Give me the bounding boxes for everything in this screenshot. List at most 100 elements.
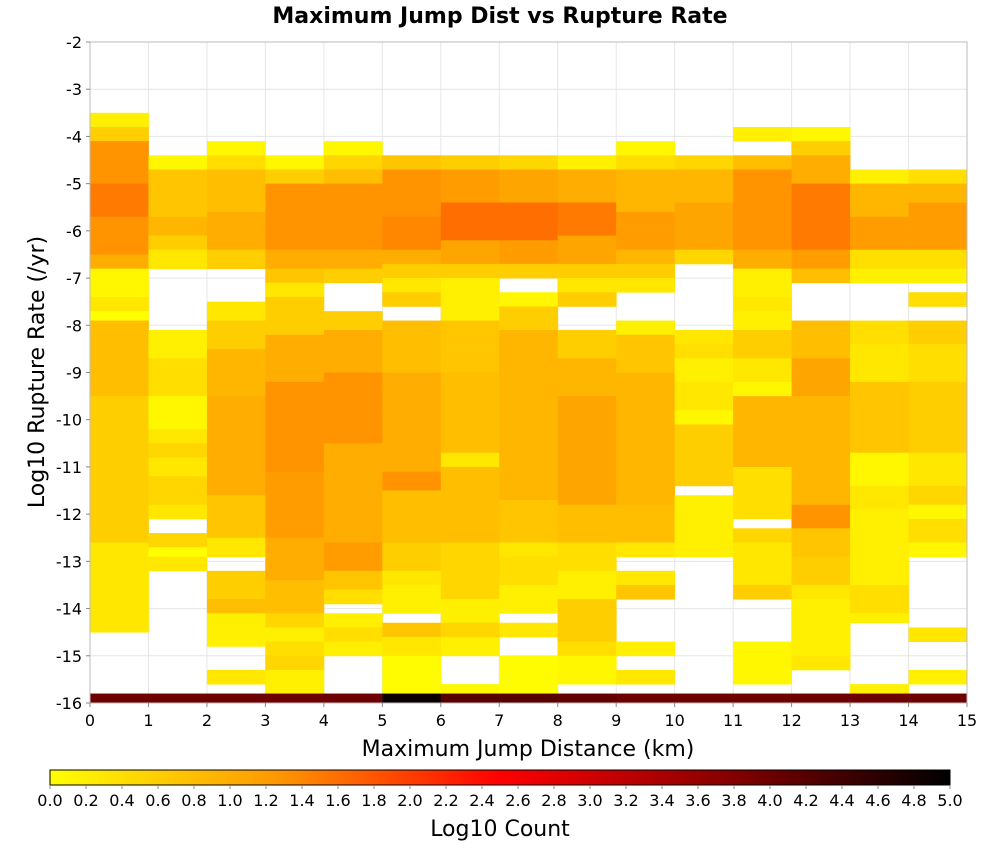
heatmap-cell <box>206 438 266 454</box>
heatmap-cell <box>90 454 149 470</box>
heatmap-cell <box>791 570 851 586</box>
heatmap-cell <box>557 358 617 372</box>
heatmap-cell <box>499 202 559 216</box>
heatmap-cell <box>265 411 325 428</box>
heatmap-cell <box>265 537 325 553</box>
heatmap-cell <box>90 527 149 543</box>
heatmap-cell <box>323 627 383 643</box>
heatmap-cell <box>791 320 851 334</box>
x-tick-label: 10 <box>664 711 684 730</box>
heatmap-cell <box>791 268 851 284</box>
heatmap-cell <box>850 570 909 586</box>
heatmap-cell <box>733 311 792 331</box>
heatmap-cell <box>908 218 968 235</box>
heatmap-cell <box>791 196 851 211</box>
heatmap-cell <box>616 436 676 451</box>
heatmap-cell <box>323 223 383 237</box>
heatmap-cell <box>499 570 559 586</box>
heatmap-cell <box>850 497 909 510</box>
heatmap-cell <box>323 570 383 591</box>
heatmap-cell <box>382 185 442 202</box>
colorbar-tick-label: 4.8 <box>901 791 926 810</box>
heatmap-cell <box>557 235 617 251</box>
heatmap-cell <box>616 570 676 586</box>
heatmap-cell <box>908 381 968 397</box>
heatmap-cell <box>382 400 442 416</box>
heatmap-cell <box>206 380 266 397</box>
colorbar-tick-label: 2.2 <box>433 791 458 810</box>
heatmap-cell <box>440 202 500 216</box>
heatmap-cell <box>616 669 676 685</box>
heatmap-cell <box>382 233 442 251</box>
heatmap-cell <box>616 641 676 657</box>
heatmap-cell <box>440 599 500 612</box>
heatmap-cell <box>616 529 676 543</box>
heatmap-cell <box>674 344 734 359</box>
heatmap-cell <box>265 551 325 567</box>
heatmap-cell <box>908 234 968 251</box>
heatmap-cell <box>733 268 792 284</box>
heatmap-cell <box>148 370 208 384</box>
heatmap-cell <box>440 452 500 468</box>
heatmap-cell <box>733 282 792 298</box>
heatmap-cell <box>850 268 909 284</box>
heatmap-cell <box>90 311 149 321</box>
heatmap-cell <box>440 359 500 373</box>
heatmap-cell <box>616 197 676 213</box>
heatmap-cell <box>674 381 734 397</box>
heatmap-cell <box>265 249 325 270</box>
heatmap-cell <box>850 396 909 411</box>
heatmap-cell <box>499 599 559 614</box>
heatmap-cell <box>908 424 968 439</box>
heatmap-cell <box>382 556 442 572</box>
heatmap-cell <box>557 693 617 704</box>
heatmap-cell <box>90 572 149 588</box>
heatmap-cell <box>265 627 325 643</box>
heatmap-cell <box>265 524 325 539</box>
heatmap-cell <box>908 202 968 219</box>
heatmap-cell <box>382 516 442 530</box>
heatmap-cell <box>557 278 617 293</box>
colorbar-tick-label: 2.4 <box>469 791 494 810</box>
heatmap-cell <box>382 249 442 265</box>
heatmap-cell <box>90 268 149 284</box>
heatmap-cell <box>557 599 617 614</box>
heatmap-cell <box>440 426 500 440</box>
heatmap-cell <box>557 344 617 359</box>
heatmap-cell <box>499 485 559 501</box>
colorbar-tick-label: 3.6 <box>685 791 710 810</box>
heatmap-cell <box>206 348 266 366</box>
heatmap-cell <box>557 570 617 586</box>
y-tick-label: -9 <box>66 364 82 383</box>
heatmap-cell <box>382 429 442 444</box>
heatmap-cell <box>791 463 851 478</box>
heatmap-cell <box>557 249 617 265</box>
heatmap-cell <box>206 584 266 600</box>
heatmap-cell <box>499 655 559 669</box>
heatmap-cell <box>791 383 851 397</box>
heatmap-cell <box>206 237 266 251</box>
heatmap-cell <box>557 396 617 411</box>
heatmap-cell <box>557 504 617 518</box>
heatmap-cell <box>323 499 383 515</box>
heatmap-cell <box>206 169 266 185</box>
heatmap-cell <box>557 655 617 671</box>
heatmap-cell <box>382 680 442 694</box>
heatmap-cell <box>499 386 559 402</box>
heatmap-cell <box>206 537 266 558</box>
heatmap-cell <box>90 440 149 456</box>
heatmap-cell <box>265 396 325 413</box>
colorbar-tick-label: 4.2 <box>793 791 818 810</box>
heatmap-cell <box>733 542 792 558</box>
heatmap-cell <box>206 424 266 439</box>
heatmap-cell <box>791 183 851 198</box>
heatmap-cell <box>733 182 792 197</box>
colorbar-tick-label: 4.4 <box>829 791 854 810</box>
heatmap-cell <box>90 241 149 255</box>
colorbar-tick-label: 0.2 <box>73 791 98 810</box>
heatmap-cell <box>850 233 909 251</box>
heatmap-cell <box>206 452 266 468</box>
heatmap-cell <box>382 200 442 218</box>
heatmap-cell <box>265 196 325 211</box>
